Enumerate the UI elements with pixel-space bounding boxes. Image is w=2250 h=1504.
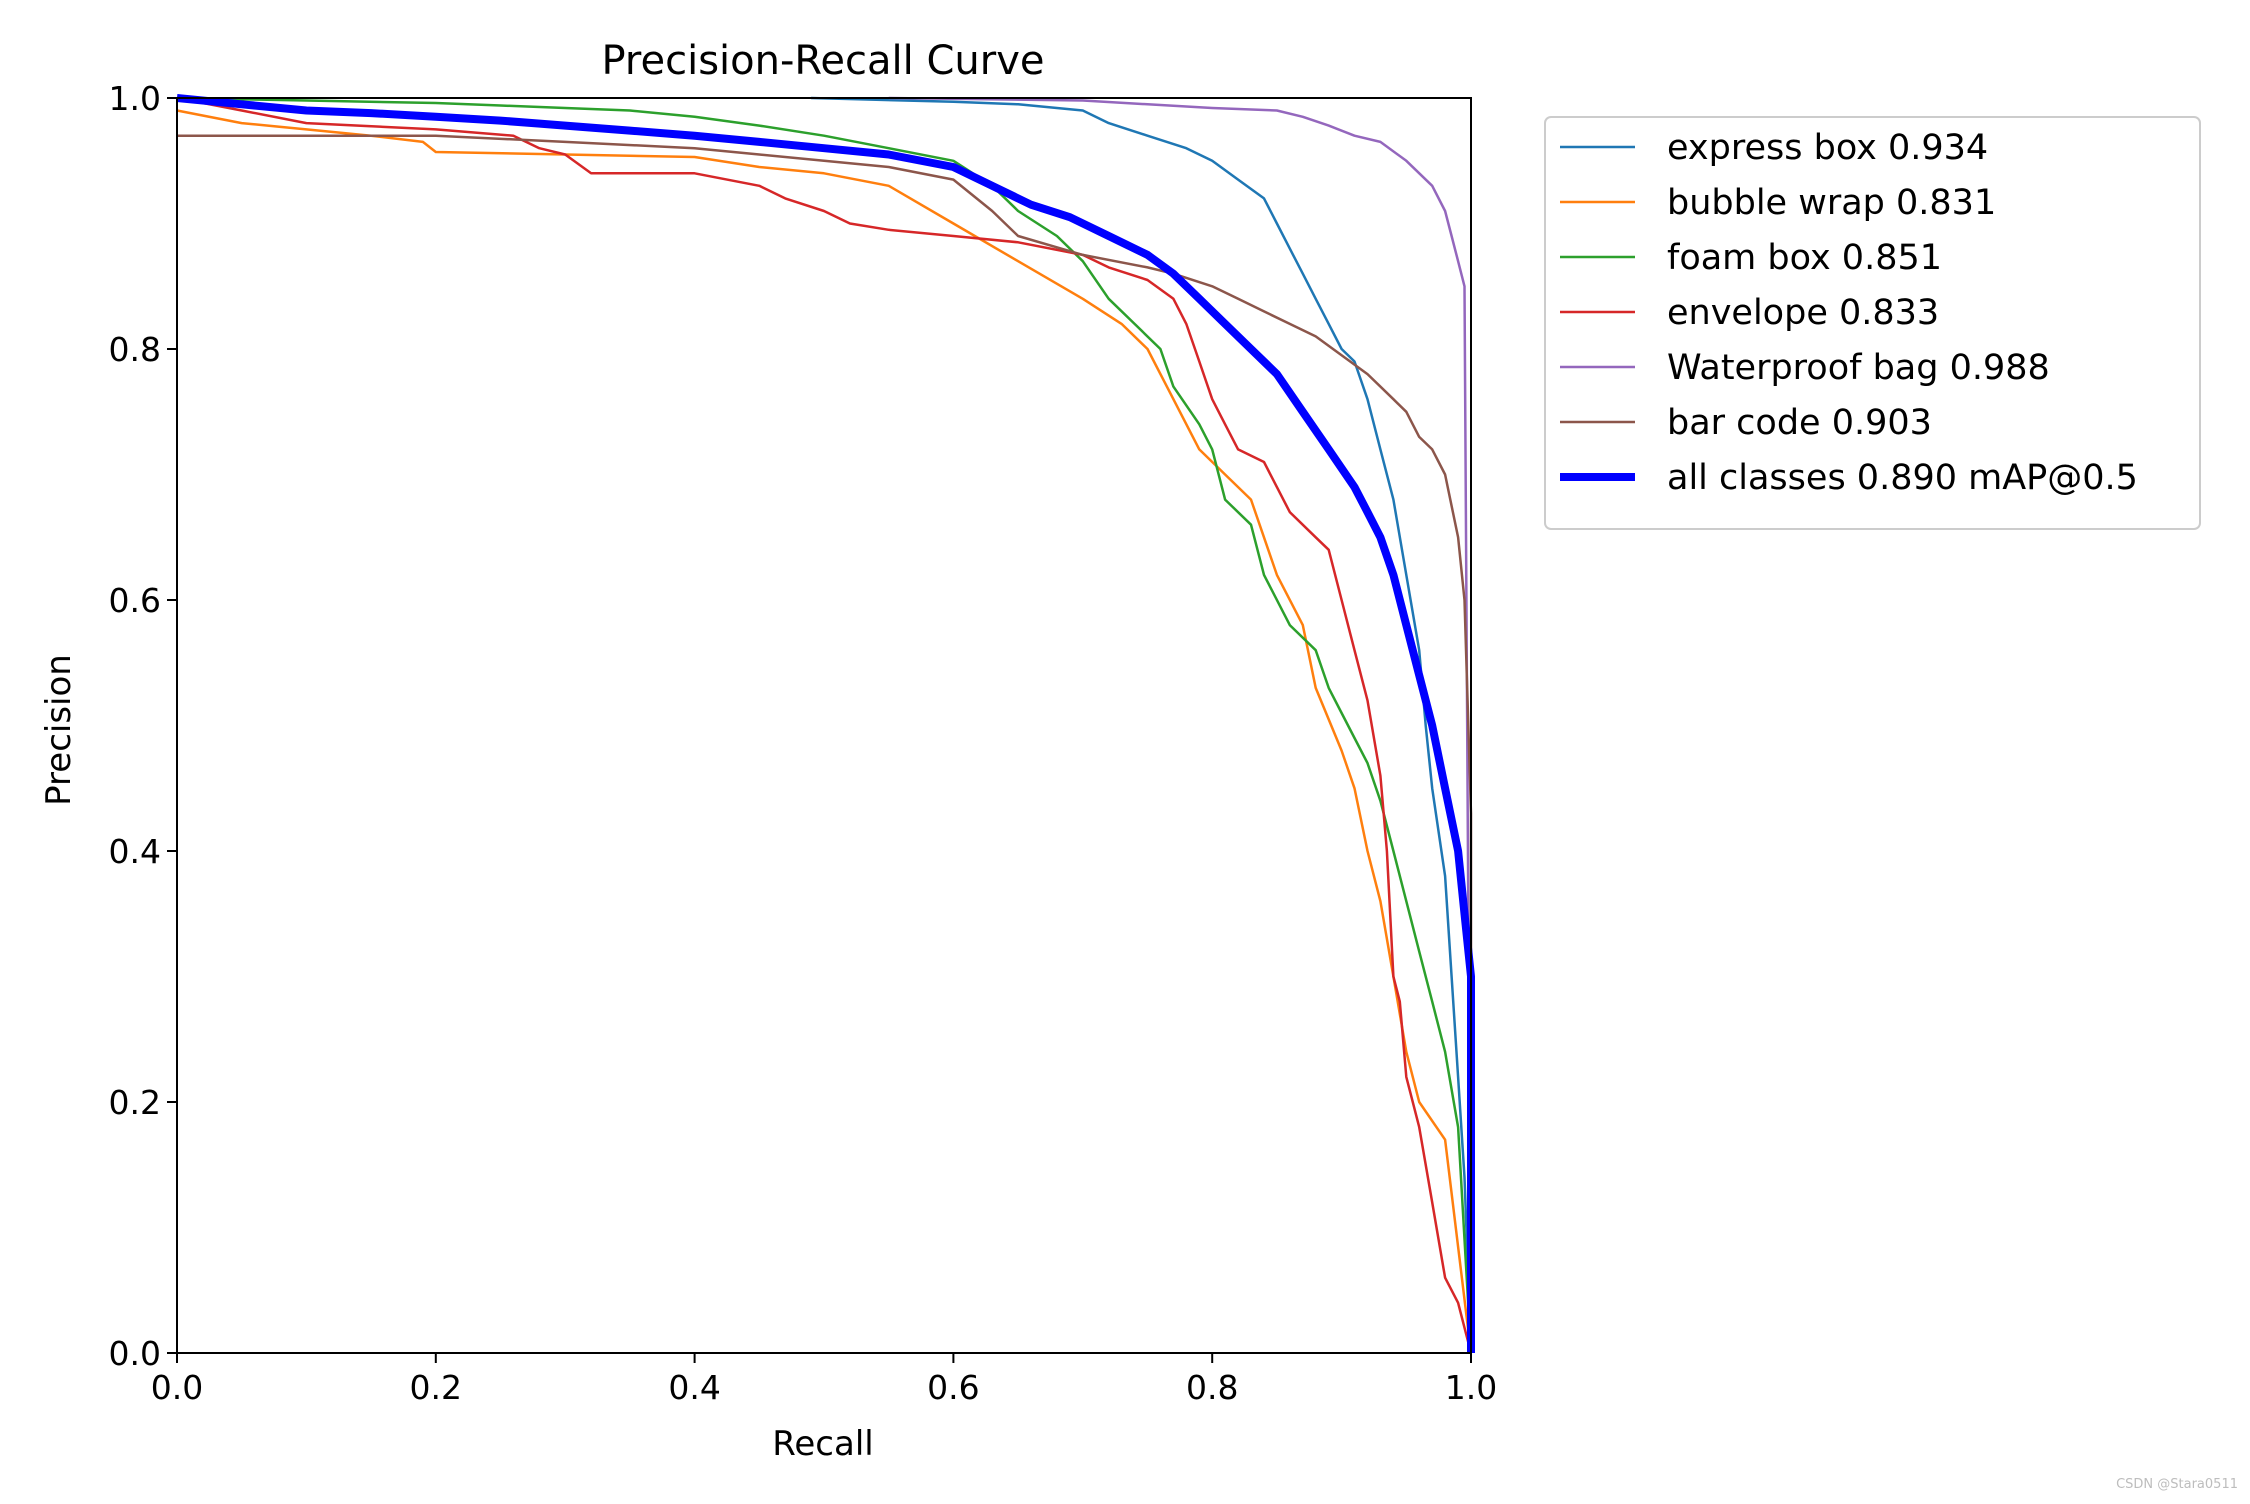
legend-entry-label: Waterproof bag 0.988 xyxy=(1667,348,2050,388)
series-line-7 xyxy=(176,94,1475,1353)
y-tick-label: 0.2 xyxy=(109,1083,161,1122)
series-line-3 xyxy=(176,96,1473,1354)
y-tick-label: 0.4 xyxy=(109,832,161,871)
x-tick-label: 1.0 xyxy=(1445,1368,1497,1407)
watermark-text: CSDN @Stara0511 xyxy=(2116,1477,2238,1492)
legend-box xyxy=(1544,116,2201,530)
chart-title: Precision-Recall Curve xyxy=(602,38,1045,84)
legend-entry-label: foam box 0.851 xyxy=(1667,238,1942,278)
plot-frame xyxy=(176,97,1472,1354)
x-tick-label: 0.6 xyxy=(927,1368,979,1407)
x-axis-ticks: 0.0 0.2 0.4 0.6 0.8 1.0 xyxy=(151,1353,1497,1407)
y-tick-label: 0.6 xyxy=(109,581,161,620)
series-line-2 xyxy=(176,109,1473,1354)
x-tick-label: 0.0 xyxy=(151,1368,203,1407)
legend-entry-label: express box 0.934 xyxy=(1667,128,1988,168)
plot-area xyxy=(176,94,1475,1354)
y-tick-label: 0.8 xyxy=(109,330,161,369)
x-axis-label: Recall xyxy=(772,1424,873,1464)
legend-entry-label: bar code 0.903 xyxy=(1667,403,1932,443)
legend-entry-label: bubble wrap 0.831 xyxy=(1667,183,1996,223)
series-line-1 xyxy=(811,96,1473,1354)
y-axis-label: Precision xyxy=(39,654,79,806)
y-tick-label: 1.0 xyxy=(109,79,161,118)
legend: express box 0.934 bubble wrap 0.831 foam b… xyxy=(1544,116,2201,530)
legend-entry-label: envelope 0.833 xyxy=(1667,293,1939,333)
y-tick-label: 0.0 xyxy=(109,1334,161,1373)
series-line-5 xyxy=(888,96,1473,1354)
y-axis-ticks: 0.0 0.2 0.4 0.6 0.8 1.0 xyxy=(109,79,177,1373)
x-tick-label: 0.2 xyxy=(410,1368,462,1407)
series-line-4 xyxy=(176,96,1473,1354)
legend-entry-label: all classes 0.890 mAP@0.5 xyxy=(1667,458,2138,498)
x-tick-label: 0.4 xyxy=(668,1368,720,1407)
x-tick-label: 0.8 xyxy=(1186,1368,1238,1407)
series-line-6 xyxy=(177,134,1473,1353)
